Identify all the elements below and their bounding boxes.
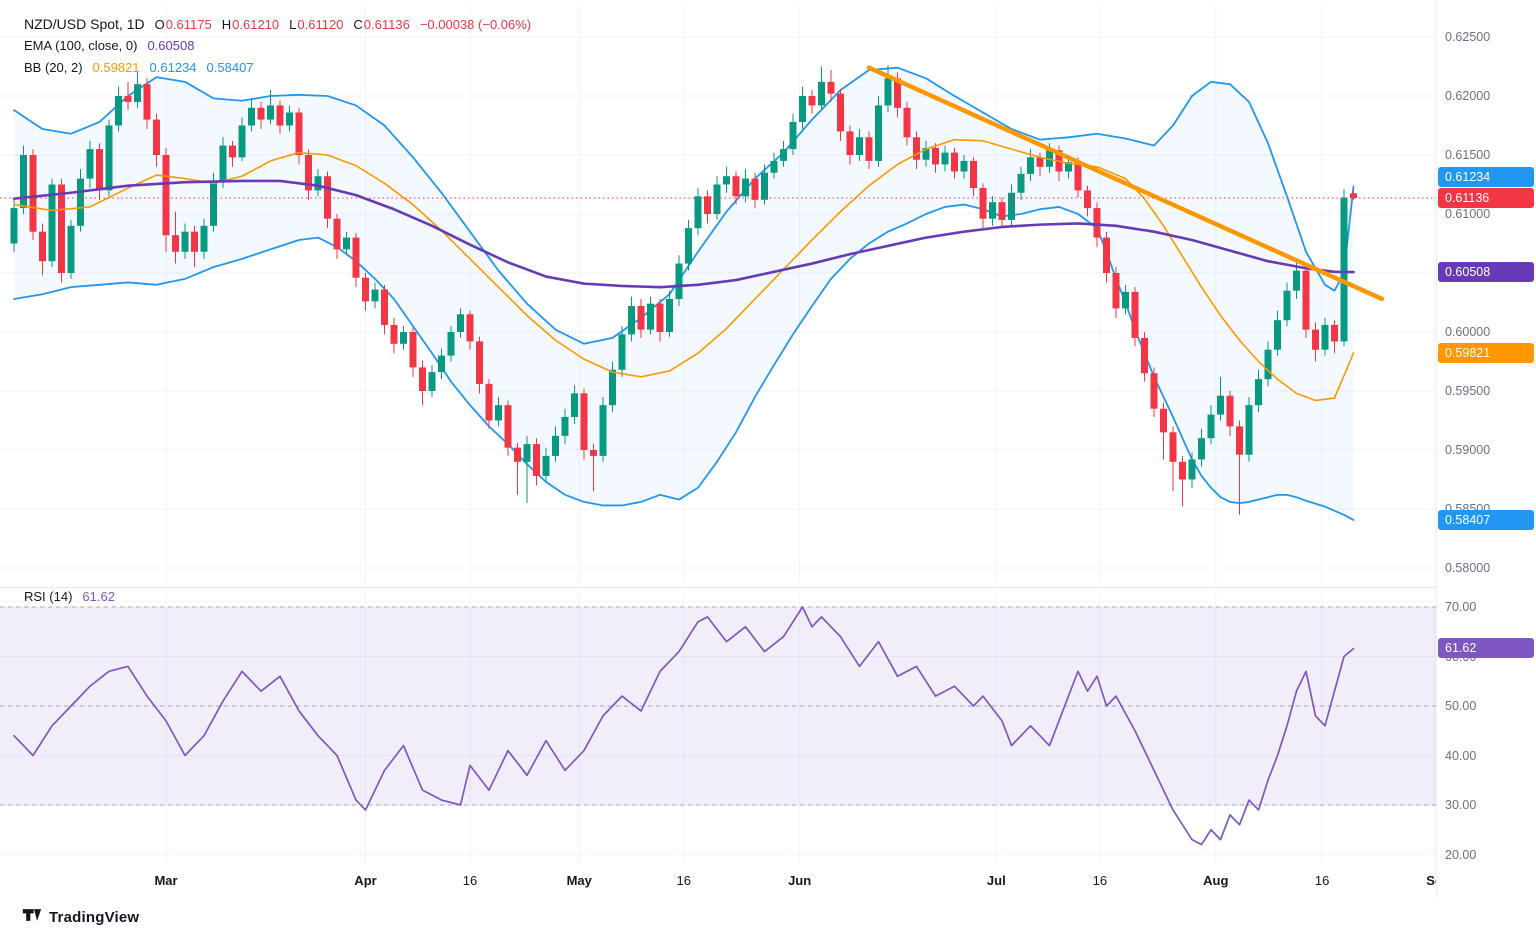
axis-tick: 0.61500 (1445, 148, 1491, 162)
axis-tick: 0.62500 (1445, 30, 1491, 44)
symbol-legend-row[interactable]: NZD/USD Spot, 1D O 0.61175 H 0.61210 L 0.61… (24, 16, 531, 38)
time-tick: 16 (1314, 873, 1330, 888)
price-pane (0, 65, 1436, 521)
low-pair: L 0.61120 (289, 17, 343, 32)
time-tick: Mar (154, 873, 178, 888)
time-tick: Apr (354, 873, 377, 888)
bb-basis-value: 0.59821 (92, 60, 140, 75)
low-label: L (289, 17, 297, 32)
ema-line (12, 179, 1355, 289)
bb-basis-badge: 0.59821 (1438, 343, 1534, 364)
time-tick: 16 (462, 873, 478, 888)
rsi-band (0, 607, 1436, 805)
high-label: H (221, 17, 232, 32)
time-tick: 16 (1092, 873, 1108, 888)
rsi-pane (0, 606, 1436, 846)
ema-value: 0.60508 (147, 38, 195, 53)
rsi-value: 61.62 (82, 589, 115, 604)
time-tick: Jul (986, 873, 1006, 888)
open-label: O (154, 17, 165, 32)
bb-label: BB (20, 2) (24, 60, 83, 75)
symbol-title[interactable]: NZD/USD Spot, 1D (24, 16, 145, 32)
axis-tick: 70.00 (1445, 600, 1477, 614)
axis-tick: 0.58000 (1445, 561, 1491, 575)
trendline (866, 65, 1385, 302)
time-tick: 16 (676, 873, 691, 888)
tradingview-logo-icon (22, 905, 42, 930)
tradingview-attribution[interactable]: TradingView (22, 905, 139, 930)
bb-basis-line (13, 138, 1355, 402)
time-axis[interactable]: Mar Apr 16 May 16 Jun Jul 16 Aug 16 Se (0, 866, 1536, 897)
change-value: −0.00038 (−0.06%) (419, 17, 532, 32)
rsi-legend-row[interactable]: RSI (14) 61.62 (24, 589, 115, 604)
axis-tick: 40.00 (1445, 748, 1477, 763)
axis-tick: 50.00 (1445, 699, 1477, 713)
axis-tick: 20.00 (1445, 847, 1477, 862)
ema-label: EMA (100, close, 0) (24, 38, 138, 53)
grid (0, 6, 1436, 865)
bb-legend-row[interactable]: BB (20, 2) 0.59821 0.61234 0.58407 (24, 60, 531, 82)
axis-tick: 0.59000 (1445, 443, 1491, 457)
open-pair: O 0.61175 (155, 17, 212, 32)
close-value: 0.61136 (363, 17, 410, 32)
bb-lower-value: 0.58407 (206, 60, 254, 75)
axis-tick: 0.61000 (1445, 207, 1491, 221)
high-value: 0.61210 (232, 17, 280, 32)
ema-badge: 0.60508 (1438, 262, 1534, 283)
time-tick: Aug (1203, 873, 1229, 888)
rsi-value-badge: 61.62 (1438, 638, 1534, 659)
rsi-label: RSI (14) (24, 589, 73, 604)
open-value: 0.61175 (165, 17, 212, 32)
axis-tick: 0.59500 (1445, 384, 1491, 398)
time-tick: Jun (788, 873, 812, 888)
bb-upper-value: 0.61234 (149, 60, 197, 75)
close-label: C (353, 17, 363, 32)
axis-tick: 30.00 (1445, 798, 1477, 812)
last-price-badge: 0.61136 (1438, 187, 1534, 208)
time-tick: May (566, 873, 592, 888)
bb-lower-badge: 0.58407 (1438, 509, 1534, 530)
tradingview-brand-text: TradingView (49, 909, 140, 926)
high-pair: H 0.61210 (222, 17, 279, 32)
indicator-legend: NZD/USD Spot, 1D O 0.61175 H 0.61210 L 0.61… (24, 16, 531, 82)
candlestick-series (10, 65, 1357, 515)
low-value: 0.61120 (297, 17, 344, 32)
axis-tick: 0.60000 (1445, 325, 1491, 339)
close-pair: C 0.61136 (353, 17, 409, 32)
axis-tick: 0.62000 (1445, 89, 1491, 103)
rsi-line (13, 606, 1355, 846)
price-axis[interactable]: 0.625000.620000.615000.610000.605000.600… (1436, 0, 1536, 897)
bb-upper-badge: 0.61234 (1438, 166, 1534, 187)
ema-legend-row[interactable]: EMA (100, close, 0) 0.60508 (24, 38, 531, 60)
